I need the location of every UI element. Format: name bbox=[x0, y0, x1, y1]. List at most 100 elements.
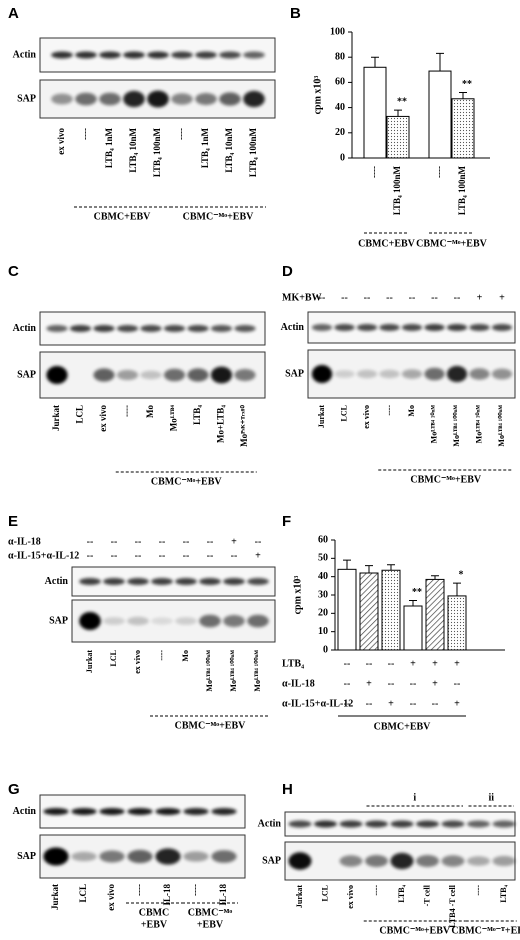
band bbox=[491, 324, 513, 331]
band bbox=[195, 93, 217, 105]
lane-label: LTB₄ bbox=[499, 884, 508, 902]
condition-label: LTB₄ bbox=[282, 658, 304, 669]
lane-label: Moᴾˢᴷ⁺ᵀʳˣ⁸⁰ bbox=[239, 405, 249, 447]
panel-label: E bbox=[8, 513, 18, 530]
y-tick-label: 10 bbox=[318, 626, 328, 637]
y-tick-label: 0 bbox=[323, 644, 328, 655]
lane-label: LTB₄ bbox=[397, 884, 406, 902]
band bbox=[247, 614, 269, 628]
error-bar bbox=[343, 559, 351, 570]
treatment-mark: -- bbox=[159, 536, 166, 547]
lane-label: Mo bbox=[407, 405, 416, 417]
row-label: SAP bbox=[49, 615, 68, 626]
lane-label: Jurkat bbox=[50, 884, 60, 910]
band bbox=[147, 51, 169, 59]
condition-mark: -- bbox=[366, 658, 373, 669]
band bbox=[288, 852, 312, 870]
band bbox=[469, 368, 490, 380]
treatment-label: α-IL-15+α-IL-12 bbox=[8, 550, 79, 561]
bar bbox=[386, 115, 410, 159]
lane-label: Mo bbox=[145, 405, 155, 418]
error-bar bbox=[394, 109, 402, 117]
lane-label: ---- bbox=[473, 885, 482, 896]
y-axis-label: cpm x10³ bbox=[292, 576, 303, 615]
band bbox=[467, 820, 490, 828]
treatment-mark: -- bbox=[183, 550, 190, 561]
band bbox=[311, 365, 333, 383]
lane-label: ---- bbox=[190, 884, 200, 896]
band bbox=[339, 820, 363, 828]
band bbox=[103, 578, 125, 585]
y-tick-label: 60 bbox=[318, 534, 328, 545]
band bbox=[288, 820, 312, 828]
condition-mark: -- bbox=[388, 658, 395, 669]
band bbox=[243, 51, 265, 59]
band bbox=[175, 578, 197, 585]
lane-label: ---- bbox=[134, 884, 144, 896]
panel-label: A bbox=[8, 5, 19, 22]
band bbox=[71, 851, 97, 862]
treatment-mark: -- bbox=[341, 292, 348, 303]
annotation: ** bbox=[412, 587, 422, 598]
treatment-mark: -- bbox=[159, 550, 166, 561]
treatment-mark: -- bbox=[183, 536, 190, 547]
condition-mark: -- bbox=[410, 678, 417, 689]
band bbox=[491, 368, 513, 380]
band bbox=[187, 368, 209, 382]
band bbox=[441, 855, 465, 867]
condition-mark: -- bbox=[344, 678, 351, 689]
treatment-mark: -- bbox=[319, 292, 326, 303]
treatment-mark: -- bbox=[135, 550, 142, 561]
band bbox=[99, 51, 121, 59]
lane-label: ---- bbox=[80, 128, 90, 140]
bar bbox=[447, 595, 467, 651]
band bbox=[334, 370, 355, 378]
row-label: SAP bbox=[262, 855, 281, 866]
lane-label: ex vivo bbox=[56, 128, 66, 155]
band bbox=[446, 324, 468, 331]
bar bbox=[359, 572, 379, 651]
lane-label: LTB₄ 100nM bbox=[152, 128, 162, 178]
treatment-mark: -- bbox=[431, 292, 438, 303]
condition-label: α-IL-15+α-IL-12 bbox=[282, 698, 353, 709]
treatment-mark: + bbox=[499, 292, 505, 303]
y-tick-label: 40 bbox=[335, 102, 345, 113]
band bbox=[116, 325, 139, 332]
x-tick-label: LTB₄ 100nM bbox=[457, 166, 467, 216]
error-bar bbox=[431, 575, 439, 580]
treatment-mark: -- bbox=[255, 536, 262, 547]
section-label: i bbox=[413, 792, 416, 803]
condition-mark: -- bbox=[432, 698, 439, 709]
condition-mark: + bbox=[454, 698, 460, 709]
band bbox=[187, 325, 209, 332]
bar bbox=[337, 568, 357, 651]
lane-label: Moᴸᵀᴮ⁴ ¹⁰ⁿᴹ bbox=[474, 405, 483, 444]
treatment-mark: -- bbox=[87, 550, 94, 561]
bar bbox=[428, 70, 452, 159]
panel-label: B bbox=[290, 5, 301, 22]
band bbox=[171, 93, 193, 105]
condition-mark: + bbox=[410, 658, 416, 669]
band bbox=[424, 324, 445, 331]
y-tick-label: 80 bbox=[335, 51, 345, 62]
lane-label: Jurkat bbox=[317, 405, 326, 428]
treatment-mark: -- bbox=[231, 550, 238, 561]
lane-label: ex vivo bbox=[98, 405, 108, 432]
annotation: ** bbox=[462, 79, 472, 90]
band bbox=[416, 820, 439, 828]
band bbox=[127, 616, 149, 626]
group-label: CBMC bbox=[139, 907, 170, 918]
band bbox=[234, 325, 256, 332]
condition-mark: -- bbox=[366, 698, 373, 709]
treatment-mark: + bbox=[231, 536, 237, 547]
band bbox=[199, 578, 221, 585]
band bbox=[75, 51, 97, 59]
lane-label: LTB₄ 10nM bbox=[128, 128, 138, 173]
band bbox=[334, 324, 355, 331]
row-label: Actin bbox=[13, 806, 37, 817]
group-label: CBMC+EBV bbox=[374, 721, 432, 732]
lane-label: LCL bbox=[339, 405, 348, 421]
bar bbox=[363, 66, 387, 159]
lane-label: LTB₄ 100nM bbox=[248, 128, 258, 178]
band bbox=[99, 92, 121, 106]
